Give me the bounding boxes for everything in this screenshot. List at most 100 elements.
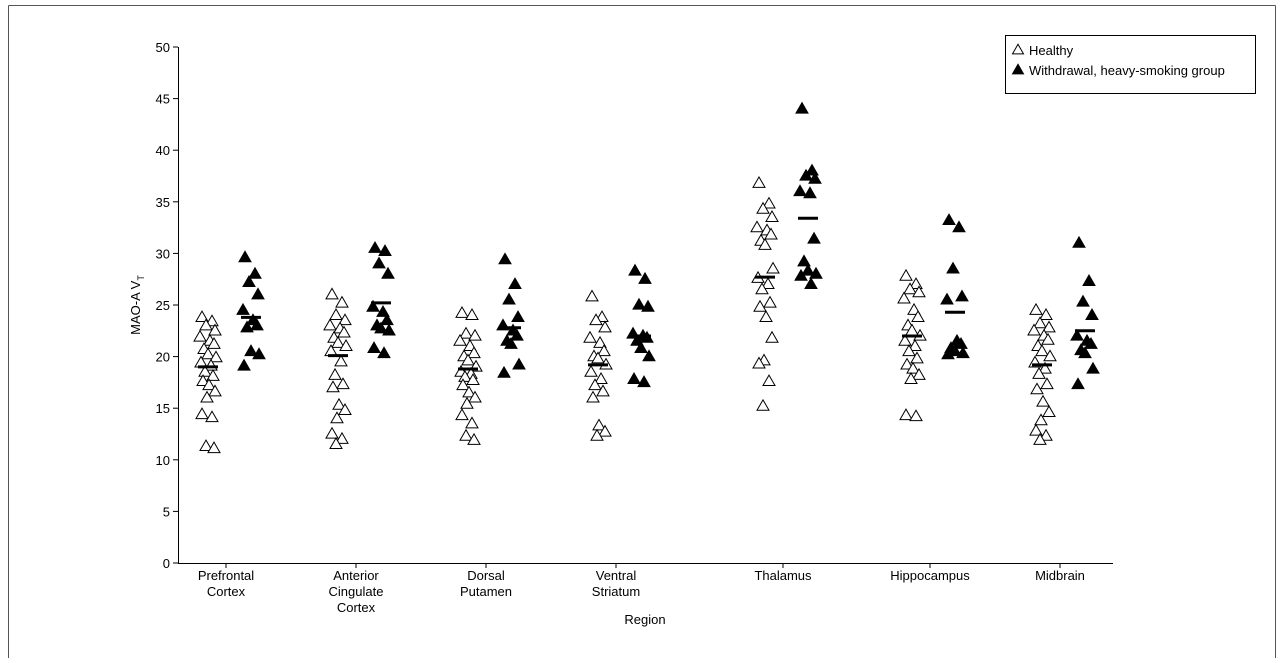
data-point [199, 439, 213, 452]
data-point [794, 268, 808, 281]
data-point [512, 357, 526, 370]
data-point [638, 271, 652, 284]
data-point [756, 398, 770, 411]
data-point [382, 323, 396, 336]
data-point [1043, 349, 1057, 362]
y-tick-label: 0 [163, 556, 170, 571]
data-point [797, 254, 811, 267]
data-point [250, 318, 264, 331]
data-point [752, 175, 766, 188]
data-point [766, 261, 780, 274]
data-point [906, 361, 920, 374]
x-tick-label: Thalamus [754, 568, 812, 583]
y-axis-label: MAO-A VT [128, 275, 146, 335]
data-point [632, 297, 646, 310]
x-tick-label: Midbrain [1035, 568, 1085, 583]
data-point [759, 310, 773, 323]
data-point [765, 330, 779, 343]
data-point [497, 365, 511, 378]
data-point [1033, 432, 1047, 445]
data-point [460, 396, 474, 409]
y-tick-label: 45 [156, 92, 170, 107]
y-tick-label: 10 [156, 453, 170, 468]
data-point [458, 369, 472, 382]
data-point [200, 390, 214, 403]
data-point [590, 428, 604, 441]
data-point [1086, 361, 1100, 374]
data-point [198, 364, 212, 377]
data-point [459, 326, 473, 339]
data-point [948, 344, 962, 357]
data-point [763, 295, 777, 308]
x-axis-label: Region [624, 612, 665, 627]
x-tick-label: Dorsal Putamen [460, 568, 512, 599]
data-point [335, 295, 349, 308]
legend-marker [1011, 43, 1025, 55]
data-point [804, 277, 818, 290]
data-point [940, 292, 954, 305]
data-point [237, 358, 251, 371]
data-point [753, 299, 767, 312]
data-point [468, 328, 482, 341]
data-point [208, 384, 222, 397]
data-point [193, 329, 207, 342]
data-point [328, 367, 342, 380]
y-tick-label: 40 [156, 143, 170, 158]
data-point [467, 432, 481, 445]
data-point [1034, 413, 1048, 426]
data-point [196, 374, 210, 387]
data-point [756, 201, 770, 214]
y-tick-label: 25 [156, 298, 170, 313]
data-point [1042, 405, 1056, 418]
data-point [455, 408, 469, 421]
data-point [801, 263, 815, 276]
data-point [1071, 377, 1085, 390]
x-tick-label: Hippocampus [890, 568, 970, 583]
data-point [942, 213, 956, 226]
data-point [377, 346, 391, 359]
data-point [504, 336, 518, 349]
y-tick-label: 20 [156, 350, 170, 365]
data-point [627, 372, 641, 384]
data-point [236, 302, 250, 315]
y-tick-label: 50 [156, 40, 170, 55]
data-point [1040, 377, 1054, 390]
data-point [750, 220, 764, 233]
data-point [511, 310, 525, 323]
data-point [195, 407, 209, 420]
data-point [338, 402, 352, 415]
data-point [809, 266, 823, 279]
data-point [941, 347, 955, 360]
data-point [586, 390, 600, 403]
data-point [758, 237, 772, 250]
data-point [378, 244, 392, 257]
data-point [510, 328, 524, 341]
data-point [912, 285, 926, 298]
data-point [337, 325, 351, 338]
data-point [1085, 308, 1099, 320]
data-point [956, 346, 970, 359]
x-tick-label: Anterior Cingulate Cortex [329, 568, 384, 615]
data-point [583, 330, 597, 343]
data-point [508, 277, 522, 290]
data-point [628, 263, 642, 276]
data-point [330, 411, 344, 424]
data-point [1039, 428, 1053, 441]
data-point [1078, 346, 1092, 359]
data-point [808, 171, 822, 184]
data-point [207, 441, 221, 454]
data-point [952, 220, 966, 233]
data-point [762, 196, 776, 209]
data-point [206, 368, 220, 381]
data-point [372, 256, 386, 269]
y-tick-label: 5 [163, 504, 170, 519]
data-point [897, 291, 911, 304]
data-point [376, 304, 390, 317]
y-axis-label-sub: T [136, 275, 146, 281]
data-point [597, 344, 611, 357]
data-point [498, 252, 512, 265]
data-point [799, 168, 813, 181]
data-point [946, 261, 960, 274]
data-point [1030, 382, 1044, 395]
data-point [592, 418, 606, 431]
